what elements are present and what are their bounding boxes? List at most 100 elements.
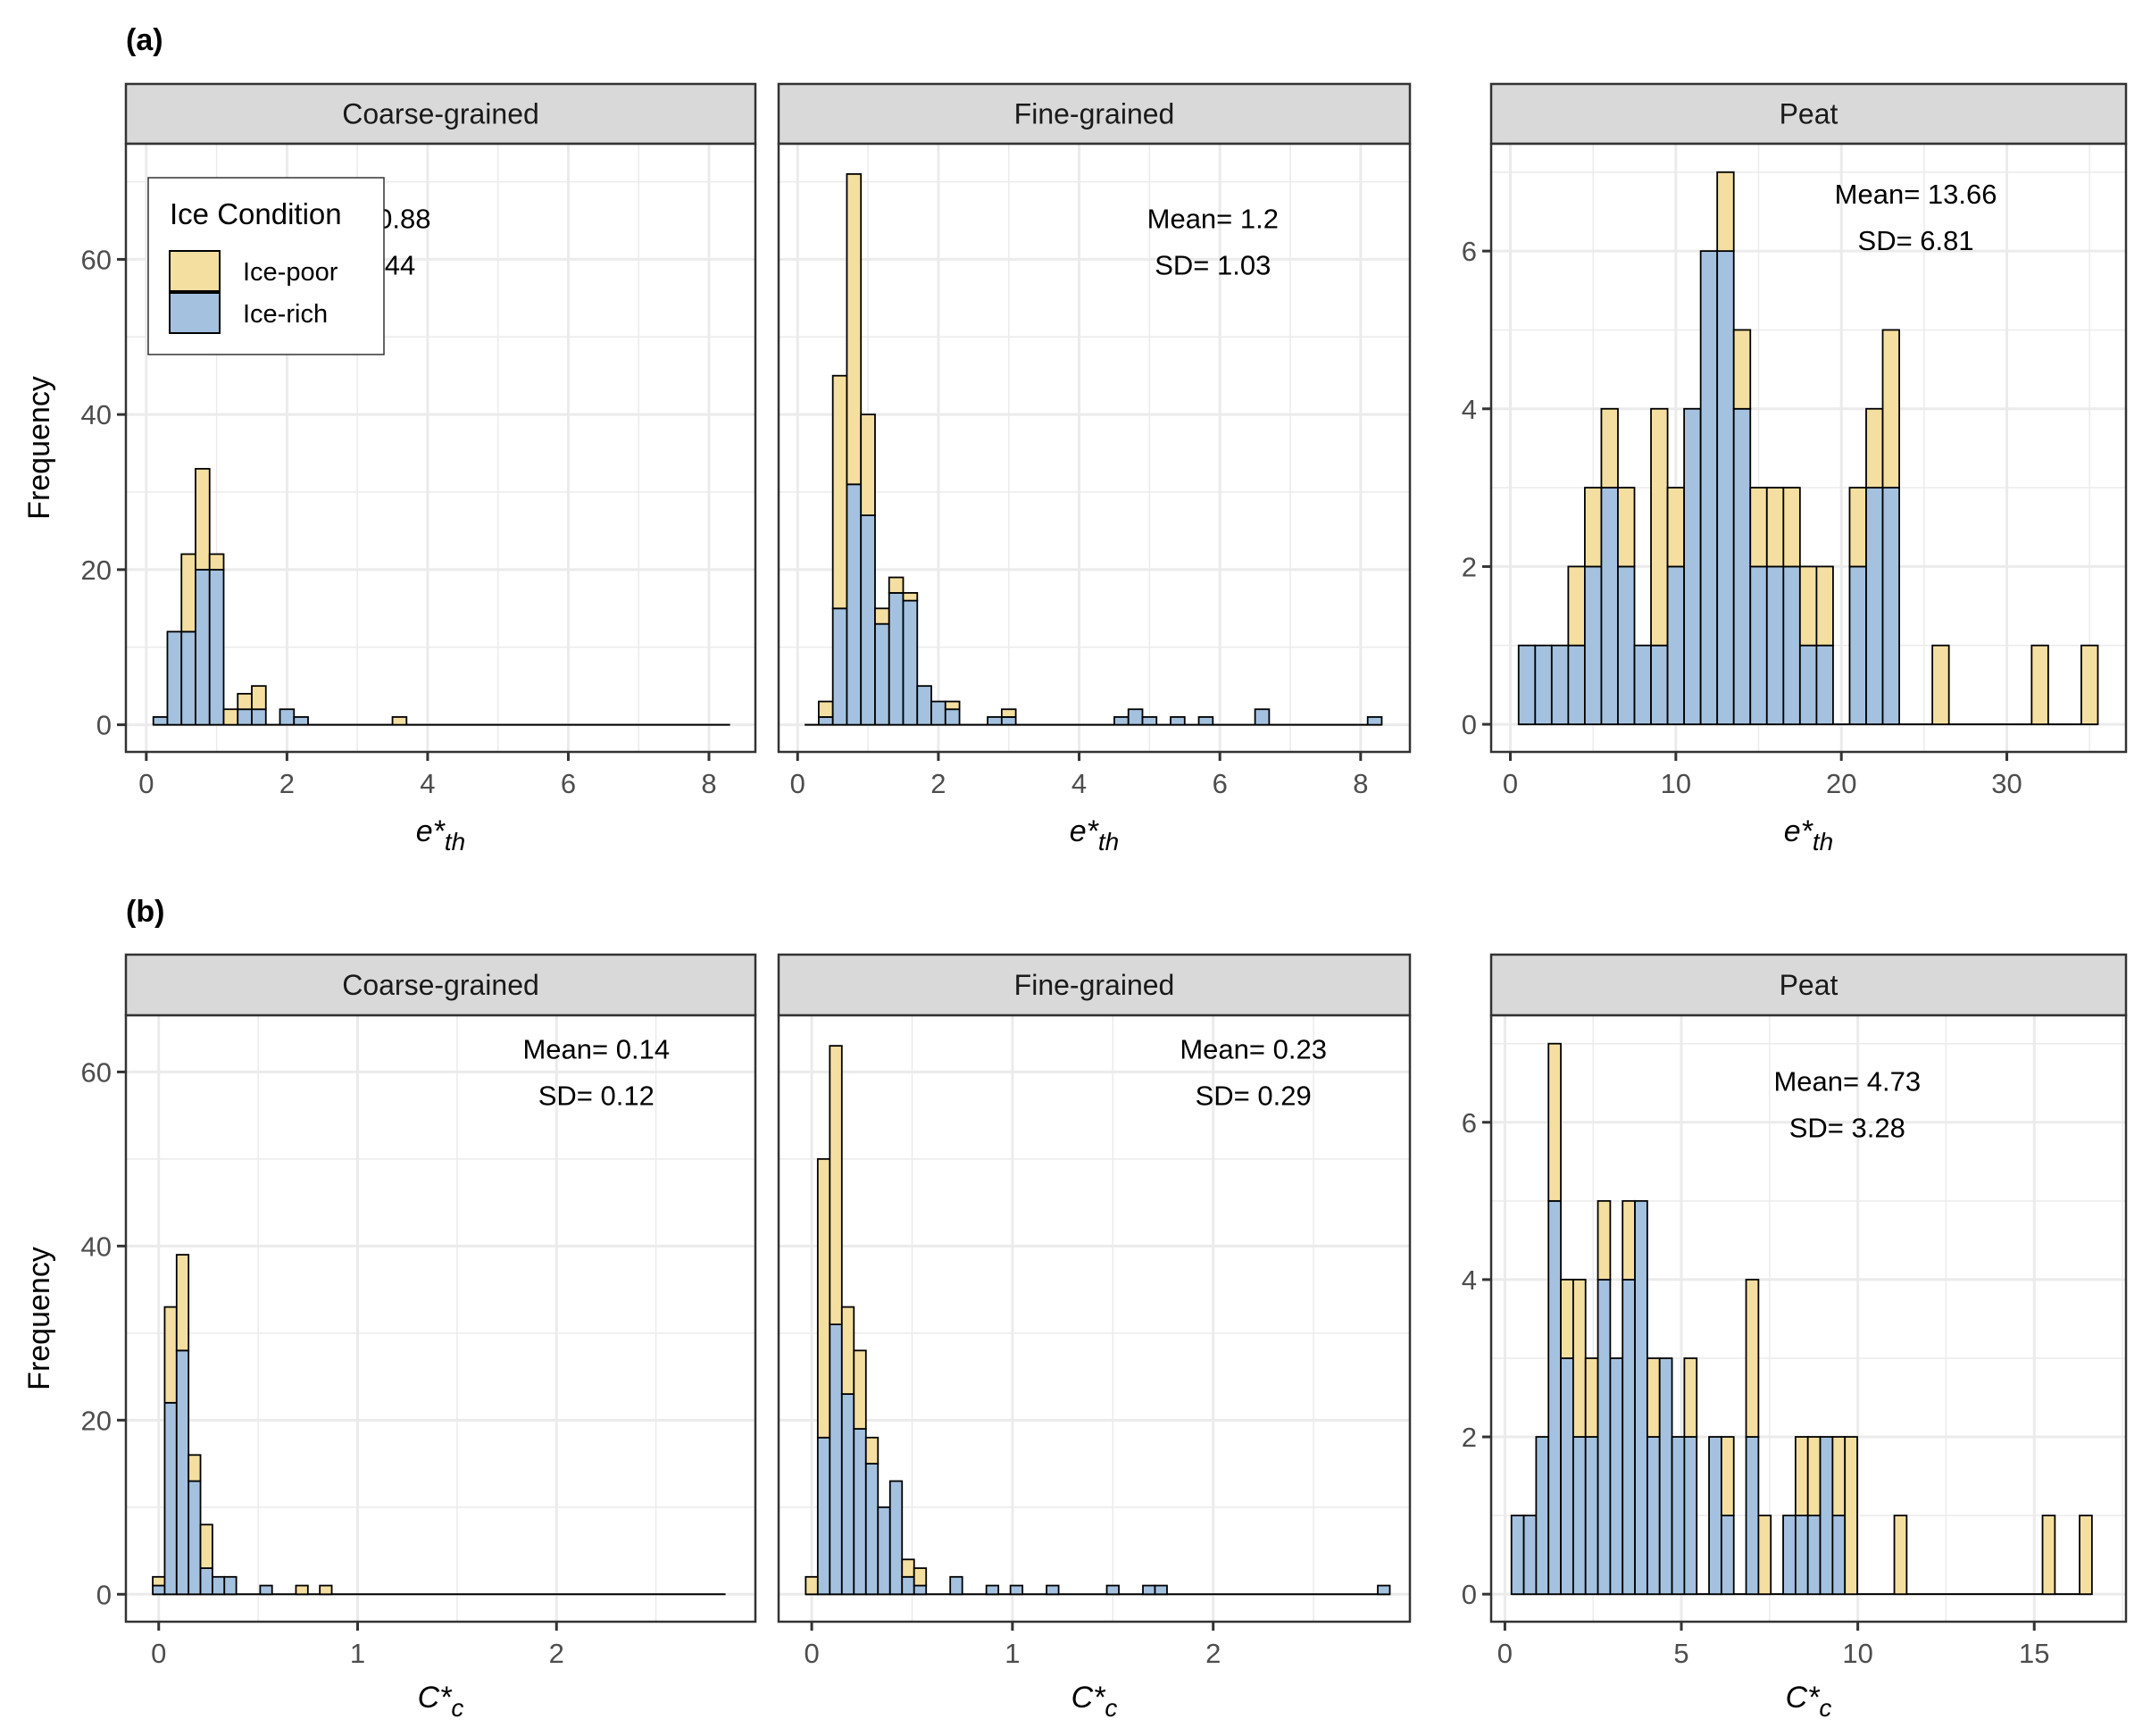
x-axis-title: C*c	[1071, 1681, 1118, 1722]
bar-ice-poor	[199, 1523, 213, 1569]
bar-ice-rich	[223, 1575, 238, 1596]
bar-ice-rich	[175, 1349, 190, 1596]
bar-ice-rich	[152, 716, 169, 726]
bar-ice-poor	[902, 592, 919, 602]
x-axis-title-base: C*	[418, 1681, 454, 1715]
x-tick-label: 10	[1661, 768, 1691, 799]
bar-ice-rich	[1366, 716, 1383, 726]
gridlines	[779, 144, 1410, 752]
x-tick-label: 0	[790, 768, 805, 799]
bar-ice-poor	[163, 1306, 178, 1404]
bar-ice-rich	[1782, 565, 1801, 725]
bar-ice-rich	[1197, 716, 1214, 726]
bar-ice-rich	[864, 1463, 880, 1596]
facet-strip	[1489, 953, 2128, 1017]
facet-strip	[777, 82, 1412, 146]
x-tick-label: 2	[930, 768, 946, 799]
y-tick-label: 6	[1462, 1107, 1477, 1139]
bar-ice-rich	[1254, 708, 1271, 726]
sd-annotation: SD= 1.03	[1155, 250, 1271, 281]
x-tick-label: 1	[1005, 1638, 1020, 1669]
bar-ice-poor	[1646, 1357, 1661, 1438]
panel-border	[124, 1014, 757, 1623]
bar-ice-poor	[1765, 487, 1785, 568]
bar-ice-poor	[1794, 1436, 1809, 1517]
bar-ice-poor	[1806, 1436, 1822, 1517]
bar-ice-rich	[985, 1584, 1000, 1596]
y-axis-title: Frequency	[22, 376, 56, 520]
bar-ice-rich	[1732, 407, 1752, 725]
bar-ice-rich	[1127, 708, 1144, 726]
bar-ice-rich	[1749, 565, 1768, 725]
bar-ice-poor	[944, 700, 961, 711]
bar-ice-poor	[1815, 565, 1834, 647]
bar-ice-rich	[1517, 644, 1537, 725]
bar-ice-poor	[901, 1558, 915, 1578]
mean-annotation: Mean= 0.14	[522, 1034, 670, 1065]
bar-ice-poor	[1732, 329, 1752, 410]
facet-panel-peat-b: Peat 0 5 10 15 0 2 4 6 C*c Mean= 4.73 SD= 3.28	[1462, 953, 2128, 1722]
facet-strip-label: Peat	[1780, 98, 1838, 130]
bar-ice-rich	[259, 1584, 273, 1596]
bars	[818, 172, 1383, 726]
bars	[152, 1254, 333, 1596]
bar-ice-rich	[930, 700, 946, 726]
y-tick-label: 20	[81, 555, 112, 586]
bar-ice-rich	[1634, 1199, 1648, 1596]
x-axis-title-subscript: th	[1098, 828, 1119, 855]
bar-ice-poor	[237, 692, 253, 711]
bar-ice-poor	[2079, 1515, 2093, 1596]
y-tick-label: 6	[1462, 236, 1477, 267]
x-axis-title-base: e*	[1784, 814, 1814, 848]
bar-ice-poor	[188, 1454, 202, 1482]
bar-ice-rich	[1650, 644, 1669, 725]
bar-ice-poor	[391, 716, 408, 726]
bar-ice-rich	[874, 622, 890, 726]
bar-ice-rich	[846, 483, 863, 726]
x-tick-label: 0	[1503, 768, 1518, 799]
y-tick-label: 4	[1462, 394, 1477, 425]
bar-ice-poor	[2030, 644, 2049, 725]
bar-ice-rich	[1815, 644, 1834, 725]
sd-annotation: SD= 0.12	[538, 1081, 654, 1112]
x-tick-label: 6	[561, 768, 576, 799]
bar-ice-poor	[805, 1575, 819, 1596]
legend-label-ice-poor: Ice-poor	[243, 258, 338, 287]
bar-ice-rich	[1572, 1436, 1587, 1596]
bar-ice-poor	[1881, 329, 1900, 489]
facet-panel-peat-a: Peat 0 10 20 30 0 2 4 6 e*th Mean= 13.66 SD= 6.81	[1462, 82, 2128, 855]
bar-ice-poor	[1600, 407, 1619, 489]
bar-ice-poor	[180, 553, 196, 633]
bar-ice-rich	[1597, 1279, 1612, 1596]
bar-ice-poor	[1716, 171, 1735, 253]
bar-ice-poor	[1567, 565, 1586, 647]
bar-ice-rich	[1154, 1584, 1168, 1596]
bar-ice-rich	[152, 1584, 166, 1596]
bar-ice-poor	[1666, 487, 1686, 568]
y-tick-label: 40	[81, 1231, 112, 1262]
bars	[805, 1045, 1391, 1596]
bar-ice-rich	[916, 685, 932, 726]
y-tick-label: 2	[1462, 1422, 1477, 1453]
bar-ice-poor	[860, 413, 876, 516]
sd-annotation: SD= 6.81	[1858, 225, 1974, 256]
x-tick-label: 0	[151, 1638, 166, 1669]
bar-ice-rich	[1716, 250, 1735, 725]
bar-ice-poor	[1720, 1436, 1735, 1517]
bar-ice-rich	[1510, 1515, 1525, 1596]
bar-ice-poor	[913, 1567, 928, 1587]
bar-ice-rich	[1000, 716, 1017, 726]
bar-ice-poor	[1782, 487, 1801, 568]
x-tick-label: 4	[1071, 768, 1087, 799]
bar-ice-poor	[1617, 487, 1636, 568]
bar-ice-poor	[1931, 644, 1950, 725]
bar-ice-rich	[1794, 1515, 1809, 1596]
facet-panel-fine-grained-a: Fine-grained 0 2 4 6 8 e*th Mean= 1.2 SD= 1.03	[777, 82, 1412, 855]
facet-strip-label: Fine-grained	[1014, 98, 1175, 130]
legend-key-ice-rich	[169, 292, 221, 334]
bar-ice-poor	[1597, 1199, 1612, 1281]
bar-ice-poor	[818, 700, 834, 718]
bar-ice-rich	[1798, 644, 1818, 725]
bar-ice-rich	[816, 1436, 831, 1596]
